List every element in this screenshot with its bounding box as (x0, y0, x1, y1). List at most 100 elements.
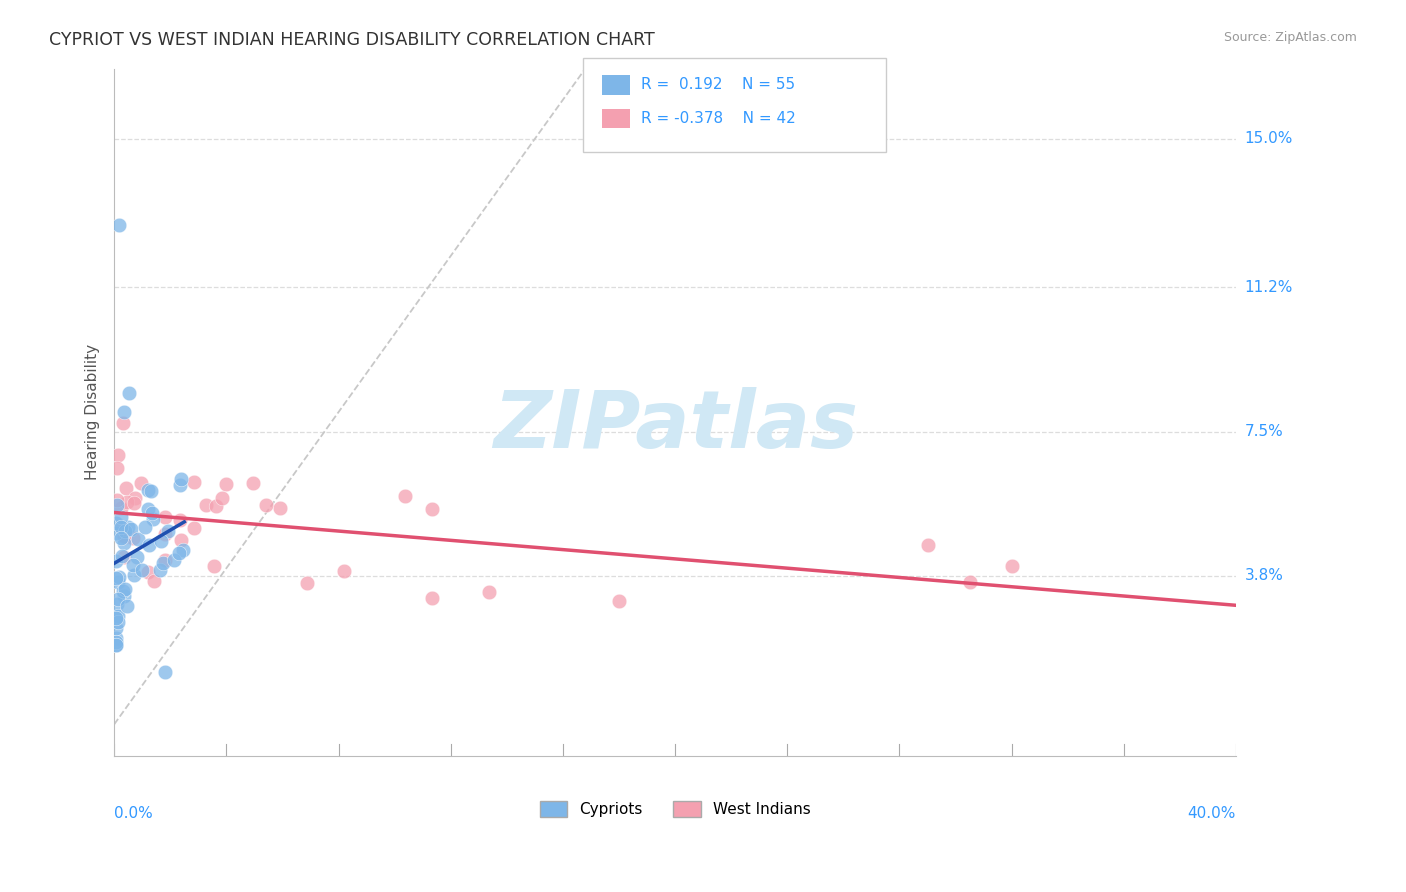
Point (125, 550, 148, 565)
Point (104, 526, 127, 541)
Point (131, 563, 153, 577)
Point (162, 553, 184, 567)
Point (959, 575, 981, 590)
Text: Source: ZipAtlas.com: Source: ZipAtlas.com (1223, 31, 1357, 45)
Point (114, 530, 136, 544)
Point (104, 638, 127, 652)
Point (153, 665, 176, 679)
Point (211, 491, 233, 505)
Point (108, 570, 131, 584)
Point (104, 634, 127, 648)
Point (136, 565, 159, 579)
Point (170, 472, 193, 486)
Point (142, 574, 165, 588)
Point (122, 567, 145, 582)
Point (112, 549, 135, 564)
Point (110, 510, 132, 524)
Point (107, 608, 129, 623)
Point (295, 575, 318, 590)
Point (420, 591, 443, 605)
Point (153, 510, 176, 524)
Point (134, 520, 156, 534)
Point (269, 500, 291, 515)
Point (118, 385, 141, 400)
Point (110, 501, 132, 516)
Point (114, 536, 136, 550)
Point (127, 532, 149, 546)
Point (110, 519, 132, 533)
Point (183, 475, 205, 489)
Point (153, 527, 176, 541)
Point (104, 621, 127, 635)
Point (394, 489, 416, 503)
Point (122, 531, 145, 545)
Point (107, 615, 129, 630)
Point (150, 534, 173, 549)
Point (112, 589, 135, 603)
Point (111, 549, 134, 563)
Point (112, 529, 135, 543)
Point (420, 502, 443, 516)
Point (157, 524, 180, 539)
Text: 0.0%: 0.0% (114, 806, 153, 822)
Point (204, 500, 226, 514)
Point (105, 571, 128, 585)
Point (121, 558, 143, 572)
Text: 3.8%: 3.8% (1244, 568, 1284, 583)
Point (115, 599, 138, 613)
Point (105, 639, 128, 653)
Point (153, 553, 176, 567)
Text: R = -0.378    N = 42: R = -0.378 N = 42 (641, 112, 796, 126)
Point (136, 501, 159, 516)
Point (117, 519, 139, 533)
Point (108, 218, 131, 232)
Point (1001, 558, 1024, 573)
Point (107, 448, 129, 462)
Point (333, 565, 356, 579)
Point (183, 521, 205, 535)
Y-axis label: Hearing Disability: Hearing Disability (86, 344, 100, 480)
Point (105, 631, 128, 645)
Point (202, 559, 225, 574)
Point (105, 498, 128, 512)
Point (195, 499, 218, 513)
Point (169, 478, 191, 492)
Point (104, 554, 127, 568)
Point (136, 483, 159, 497)
Point (917, 538, 939, 552)
Text: 11.2%: 11.2% (1244, 279, 1294, 294)
Point (105, 597, 128, 611)
Point (142, 512, 165, 526)
Point (112, 405, 135, 419)
Point (254, 498, 277, 512)
Text: CYPRIOT VS WEST INDIAN HEARING DISABILITY CORRELATION CHART: CYPRIOT VS WEST INDIAN HEARING DISABILIT… (49, 31, 655, 49)
Text: 15.0%: 15.0% (1244, 131, 1294, 146)
Point (170, 533, 193, 547)
Point (141, 506, 163, 520)
Text: R =  0.192    N = 55: R = 0.192 N = 55 (641, 78, 796, 92)
Point (105, 516, 128, 531)
Point (115, 494, 138, 508)
Point (107, 591, 129, 606)
Point (105, 492, 128, 507)
Point (169, 513, 191, 527)
Point (122, 495, 145, 509)
Point (120, 522, 142, 536)
Point (138, 538, 160, 552)
Point (114, 524, 136, 538)
Point (478, 585, 501, 599)
Point (124, 491, 146, 505)
Point (110, 531, 132, 545)
Text: 7.5%: 7.5% (1244, 424, 1284, 439)
Point (149, 563, 172, 577)
Point (104, 611, 127, 625)
Text: 40.0%: 40.0% (1188, 806, 1236, 822)
Point (172, 542, 194, 557)
Point (242, 476, 264, 491)
Point (215, 477, 238, 491)
Point (111, 583, 134, 598)
Point (112, 416, 135, 430)
Point (105, 461, 128, 475)
Point (607, 594, 630, 608)
Point (169, 546, 191, 560)
